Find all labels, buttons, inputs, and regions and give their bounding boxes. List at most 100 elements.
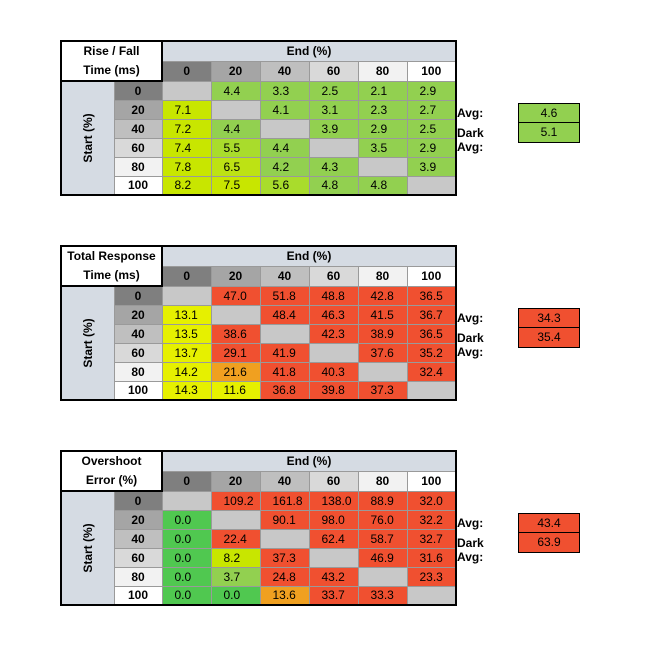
value-cell: 2.3 [357,99,408,120]
table-row: 80 7.8 6.5 4.2 4.3 3.9 [61,156,457,177]
row-header: 0 [113,490,163,511]
matrix-title-line2: Time (ms) [83,268,140,282]
row-header: 0 [113,285,163,306]
start-percent-header: Start (%) [60,490,115,606]
table-row: 80 0.0 3.7 24.8 43.2 23.3 [61,566,457,587]
value-cell [406,380,457,401]
value-cell: 58.7 [357,528,408,549]
value-cell [406,585,457,606]
value-cell: 41.9 [259,342,310,363]
value-cell: 4.3 [308,156,359,177]
value-cell: 11.6 [210,380,261,401]
value-cell: 90.1 [259,509,310,530]
start-percent-label: Start (%) [80,318,95,368]
table-row: 40 13.5 38.6 42.3 38.9 36.5 [61,323,457,344]
value-cell: 51.8 [259,285,310,306]
column-header: 80 [357,265,408,287]
value-cell: 37.6 [357,342,408,363]
table-row: 40 0.0 22.4 62.4 58.7 32.7 [61,528,457,549]
value-cell: 35.2 [406,342,457,363]
start-percent-label: Start (%) [80,523,95,573]
value-cell: 21.6 [210,361,261,382]
column-header: 0 [161,470,212,492]
row-header: 100 [113,175,163,196]
column-header: 40 [259,265,310,287]
dark-average-value: 63.9 [518,533,580,553]
value-cell: 36.5 [406,285,457,306]
value-cell: 48.8 [308,285,359,306]
value-cell: 76.0 [357,509,408,530]
value-cell: 39.8 [308,380,359,401]
column-header: 100 [406,265,457,287]
average-value: 43.4 [518,513,580,533]
value-cell: 32.4 [406,361,457,382]
value-cell: 48.4 [259,304,310,325]
value-cell: 46.9 [357,547,408,568]
value-cell: 2.5 [308,80,359,101]
average-label: Avg: [457,311,484,325]
dark-average-label: Dark Avg: [457,126,484,154]
matrix-title-line1: Overshoot [81,454,142,468]
dark-average-value: 35.4 [518,328,580,348]
value-cell [259,118,310,139]
row-header: 20 [113,304,163,325]
matrix-block-1: Total Response Time (ms) End (%) 0 20 40 60 80 1… [60,245,457,401]
value-cell [210,99,261,120]
response-matrix: Rise / Fall Time (ms) End (%) 0 20 40 60 80 100 S… [60,40,457,196]
value-cell: 14.3 [161,380,212,401]
row-header: 40 [113,118,163,139]
response-matrix: Total Response Time (ms) End (%) 0 20 40 60 80 1… [60,245,457,401]
value-cell: 4.4 [210,80,261,101]
table-row: 60 0.0 8.2 37.3 46.9 31.6 [61,547,457,568]
value-cell: 7.4 [161,137,212,158]
value-cell: 41.5 [357,304,408,325]
column-header: 40 [259,60,310,82]
row-header: 60 [113,137,163,158]
value-cell: 3.7 [210,566,261,587]
value-cell: 24.8 [259,566,310,587]
value-cell: 38.6 [210,323,261,344]
dark-average-label: Dark Avg: [457,331,484,359]
value-cell: 3.5 [357,137,408,158]
value-cell: 138.0 [308,490,359,511]
average-value: 34.3 [518,308,580,328]
value-cell: 98.0 [308,509,359,530]
average-value: 4.6 [518,103,580,123]
value-cell: 7.1 [161,99,212,120]
value-cell: 33.7 [308,585,359,606]
value-cell: 41.8 [259,361,310,382]
value-cell: 14.2 [161,361,212,382]
value-cell: 40.3 [308,361,359,382]
row-header: 80 [113,361,163,382]
matrix-title-line2: Error (%) [85,473,138,487]
table-row: Start (%) 0 109.2 161.8 138.0 88.9 32.0 [60,490,457,606]
value-cell [259,528,310,549]
value-cell: 2.9 [406,80,457,101]
value-cell [210,304,261,325]
column-header: 80 [357,470,408,492]
end-percent-header: End (%) [161,245,457,267]
value-cell: 32.2 [406,509,457,530]
value-cell: 7.8 [161,156,212,177]
row-header: 60 [113,342,163,363]
value-cell [161,490,212,511]
table-row: 100 8.2 7.5 5.6 4.8 4.8 [61,175,457,196]
column-header: 60 [308,265,359,287]
table-row: 60 13.7 29.1 41.9 37.6 35.2 [61,342,457,363]
row-header: 0 [113,80,163,101]
row-header: 60 [113,547,163,568]
column-header: 100 [406,470,457,492]
value-cell: 3.3 [259,80,310,101]
matrix-block-2: Overshoot Error (%) End (%) 0 20 40 60 80 100 Sta… [60,450,457,606]
value-cell: 2.1 [357,80,408,101]
table-row: 20 13.1 48.4 46.3 41.5 36.7 [61,304,457,325]
value-cell: 38.9 [357,323,408,344]
value-cell [161,285,212,306]
value-cell: 2.7 [406,99,457,120]
value-cell: 22.4 [210,528,261,549]
value-cell: 13.6 [259,585,310,606]
table-row: 20 7.1 4.1 3.1 2.3 2.7 [61,99,457,120]
value-cell: 88.9 [357,490,408,511]
value-cell: 47.0 [210,285,261,306]
column-header: 20 [210,60,261,82]
